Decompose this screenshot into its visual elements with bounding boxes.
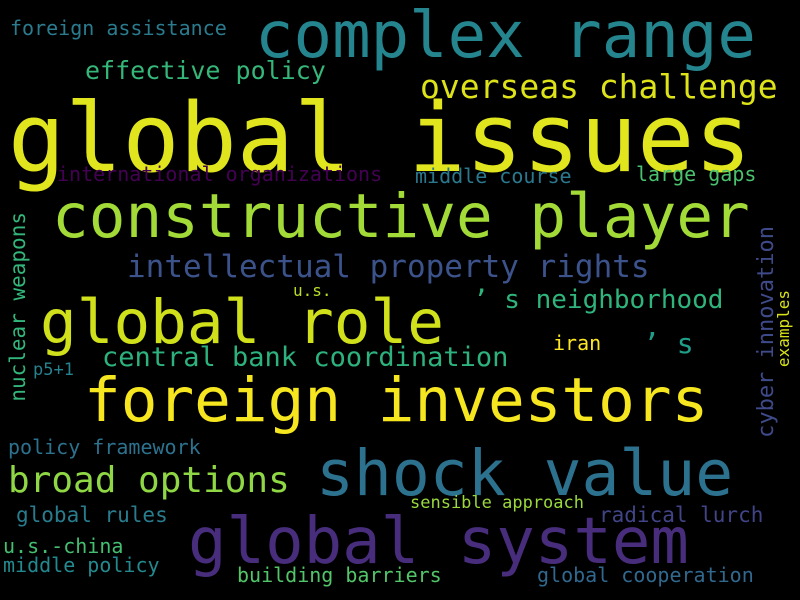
word: global system xyxy=(188,505,689,579)
word: p5+1 xyxy=(33,360,74,380)
word: foreign assistance xyxy=(10,16,227,40)
word: broad options xyxy=(8,460,290,501)
word: effective policy xyxy=(85,56,326,85)
word: ’ s neighborhood xyxy=(473,285,724,315)
word: examples xyxy=(774,290,793,368)
word: middle course xyxy=(415,164,572,188)
word: constructive player xyxy=(52,181,750,252)
word: middle policy xyxy=(3,553,160,577)
word: u.s.-china xyxy=(3,534,124,558)
word: international organizations xyxy=(57,162,383,186)
word: shock value xyxy=(316,437,734,510)
word: global cooperation xyxy=(537,563,754,587)
word: building barriers xyxy=(237,563,442,587)
word: global role xyxy=(40,287,444,358)
word: nuclear weapons xyxy=(6,212,30,402)
word: central bank coordination xyxy=(102,342,509,373)
word: iran xyxy=(553,331,602,355)
word: global issues xyxy=(8,84,752,194)
word: complex range xyxy=(255,0,756,73)
word: foreign investors xyxy=(84,365,709,436)
word: u.s. xyxy=(293,281,332,300)
word: radical lurch xyxy=(599,503,764,527)
word: intellectual property rights xyxy=(127,249,650,285)
word: large gaps xyxy=(636,162,757,186)
word: ’ s xyxy=(643,327,694,360)
word: overseas challenge xyxy=(420,67,778,106)
word: global rules xyxy=(16,503,168,527)
word: sensible approach xyxy=(410,493,584,513)
word: policy framework xyxy=(8,435,201,459)
